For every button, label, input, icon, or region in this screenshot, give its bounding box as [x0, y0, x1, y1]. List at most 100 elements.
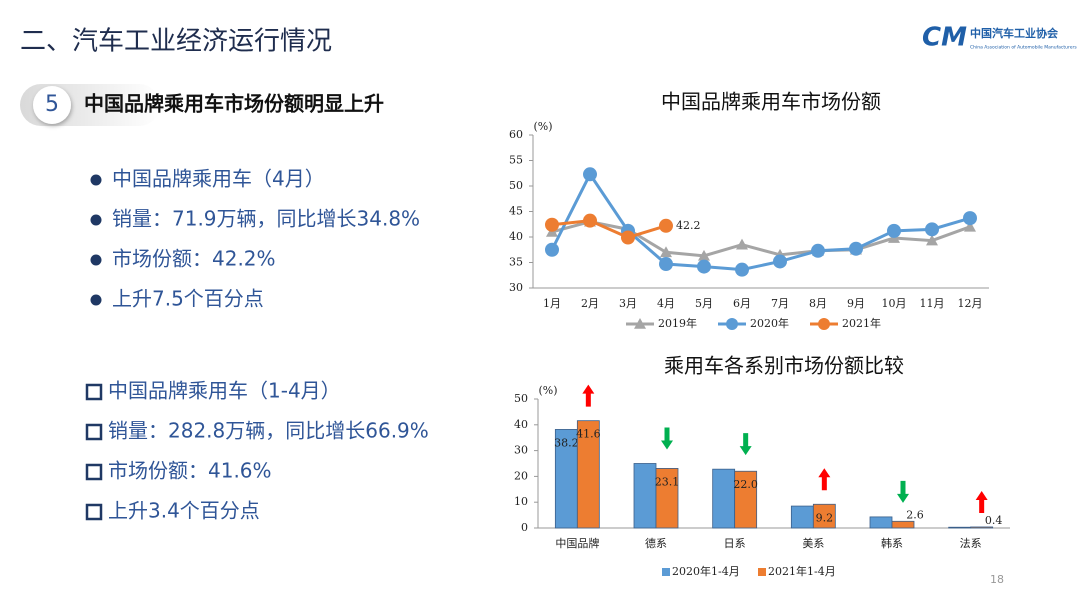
x-tick-label: 中国品牌 [555, 536, 599, 550]
marker [736, 238, 748, 250]
y-tick-label: 55 [509, 154, 523, 167]
bar [712, 468, 736, 529]
logo-en: China Association of Automobile Manufact… [970, 45, 1077, 51]
marker [583, 213, 597, 228]
y-tick-label: 20 [514, 469, 528, 482]
marker [818, 318, 830, 330]
data-label: 22.0 [733, 478, 758, 491]
y-axis-label: (%) [533, 120, 552, 133]
y-tick-label: 40 [514, 418, 528, 431]
x-tick-label: 4月 [657, 297, 675, 310]
section-number: 5 [45, 92, 59, 117]
marker [660, 246, 672, 258]
marker [583, 167, 597, 182]
marker [963, 211, 977, 226]
y-axis-label: (%) [538, 384, 557, 397]
bar [576, 420, 600, 529]
marker [697, 259, 711, 274]
x-tick-label: 8月 [809, 297, 827, 310]
legend-label: 2021年1-4月 [768, 564, 836, 578]
marker [634, 318, 646, 329]
trend-arrow [818, 468, 831, 491]
y-tick-label: 30 [509, 281, 523, 294]
y-tick-label: 35 [509, 256, 523, 269]
logo-cn: 中国汽车工业协会 [970, 26, 1059, 40]
bullet-text: 中国品牌乘用车（1-4月） [108, 379, 341, 403]
y-tick-label: 60 [509, 128, 523, 141]
x-tick-label: 美系 [802, 537, 824, 550]
x-tick-label: 法系 [960, 536, 982, 550]
data-label: 38.2 [554, 436, 579, 449]
bullet-square [85, 503, 103, 521]
marker [926, 234, 938, 246]
trend-arrow [582, 384, 595, 407]
x-tick-label: 6月 [733, 297, 751, 310]
page-number: 18 [990, 573, 1004, 586]
x-tick-label: 3月 [619, 297, 637, 310]
marker [545, 217, 559, 232]
x-tick-label: 韩系 [881, 536, 903, 550]
legend-swatch [662, 568, 670, 576]
data-label: 9.2 [816, 511, 834, 524]
bullet-square [85, 423, 103, 441]
bullet-square [85, 383, 103, 401]
y-tick-label: 50 [509, 179, 523, 192]
trend-arrow [897, 480, 909, 503]
x-tick-label: 日系 [724, 537, 746, 550]
x-tick-label: 9月 [847, 297, 865, 310]
bar [633, 463, 657, 529]
bar [891, 520, 915, 529]
bar [948, 526, 972, 529]
bullet-dot [90, 174, 102, 186]
legend-swatch [758, 568, 766, 576]
bullet-text: 中国品牌乘用车（4月） [112, 167, 325, 191]
marker [621, 230, 635, 245]
marker [811, 243, 825, 258]
series-line [550, 171, 971, 272]
marker [726, 318, 738, 330]
marker [659, 218, 673, 233]
x-tick-label: 5月 [695, 297, 713, 310]
logo-mark: CM [922, 23, 967, 53]
y-tick-label: 45 [509, 205, 523, 218]
chart-title: 中国品牌乘用车市场份额 [661, 90, 881, 114]
data-label: 41.6 [576, 428, 601, 441]
marker [735, 262, 749, 277]
data-label: 2.6 [906, 508, 924, 521]
bullet-text: 上升7.5个百分点 [112, 287, 264, 311]
legend-label: 2020年1-4月 [672, 564, 740, 578]
bullet-text: 上升3.4个百分点 [108, 499, 260, 523]
x-tick-label: 1月 [543, 297, 561, 310]
marker [698, 249, 710, 261]
data-label: 0.4 [985, 514, 1003, 527]
section-heading: 中国品牌乘用车市场份额明显上升 [84, 92, 384, 116]
header-title: 二、汽车工业经济运行情况 [20, 27, 332, 57]
legend-label: 2019年 [658, 316, 697, 330]
x-tick-label: 德系 [645, 536, 667, 550]
marker [659, 257, 673, 272]
legend-label: 2021年 [842, 316, 881, 330]
trend-arrow [975, 490, 988, 513]
x-tick-label: 10月 [882, 297, 907, 310]
y-tick-label: 50 [514, 392, 528, 405]
x-tick-label: 2月 [581, 297, 599, 310]
series-line [551, 219, 667, 240]
marker [887, 223, 901, 238]
bar [812, 503, 836, 529]
bullet-text: 市场份额：41.6% [108, 459, 272, 483]
bar [970, 526, 994, 529]
data-label: 23.1 [655, 475, 680, 488]
bullet-dot [90, 214, 102, 226]
marker [849, 241, 863, 256]
y-tick-label: 0 [521, 521, 528, 534]
bar [655, 468, 679, 529]
bullet-text: 销量：282.8万辆，同比增长66.9% [108, 419, 429, 443]
x-tick-label: 7月 [771, 297, 789, 310]
y-tick-label: 10 [514, 495, 528, 508]
bullet-dot [90, 294, 102, 306]
bullet-square [85, 463, 103, 481]
bullet-text: 市场份额：42.2% [112, 247, 276, 271]
trend-arrow [739, 433, 752, 456]
